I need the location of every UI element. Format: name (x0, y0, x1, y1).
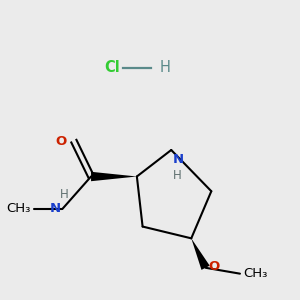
Text: Cl: Cl (104, 60, 120, 75)
Text: H: H (59, 188, 68, 201)
Text: H: H (173, 169, 182, 182)
Text: O: O (208, 260, 220, 273)
Text: O: O (56, 135, 67, 148)
Polygon shape (91, 172, 137, 181)
Text: N: N (173, 153, 184, 166)
Text: CH₃: CH₃ (243, 267, 267, 280)
Text: N: N (50, 202, 61, 215)
Polygon shape (191, 238, 210, 270)
Text: H: H (160, 60, 171, 75)
Text: CH₃: CH₃ (7, 202, 31, 215)
